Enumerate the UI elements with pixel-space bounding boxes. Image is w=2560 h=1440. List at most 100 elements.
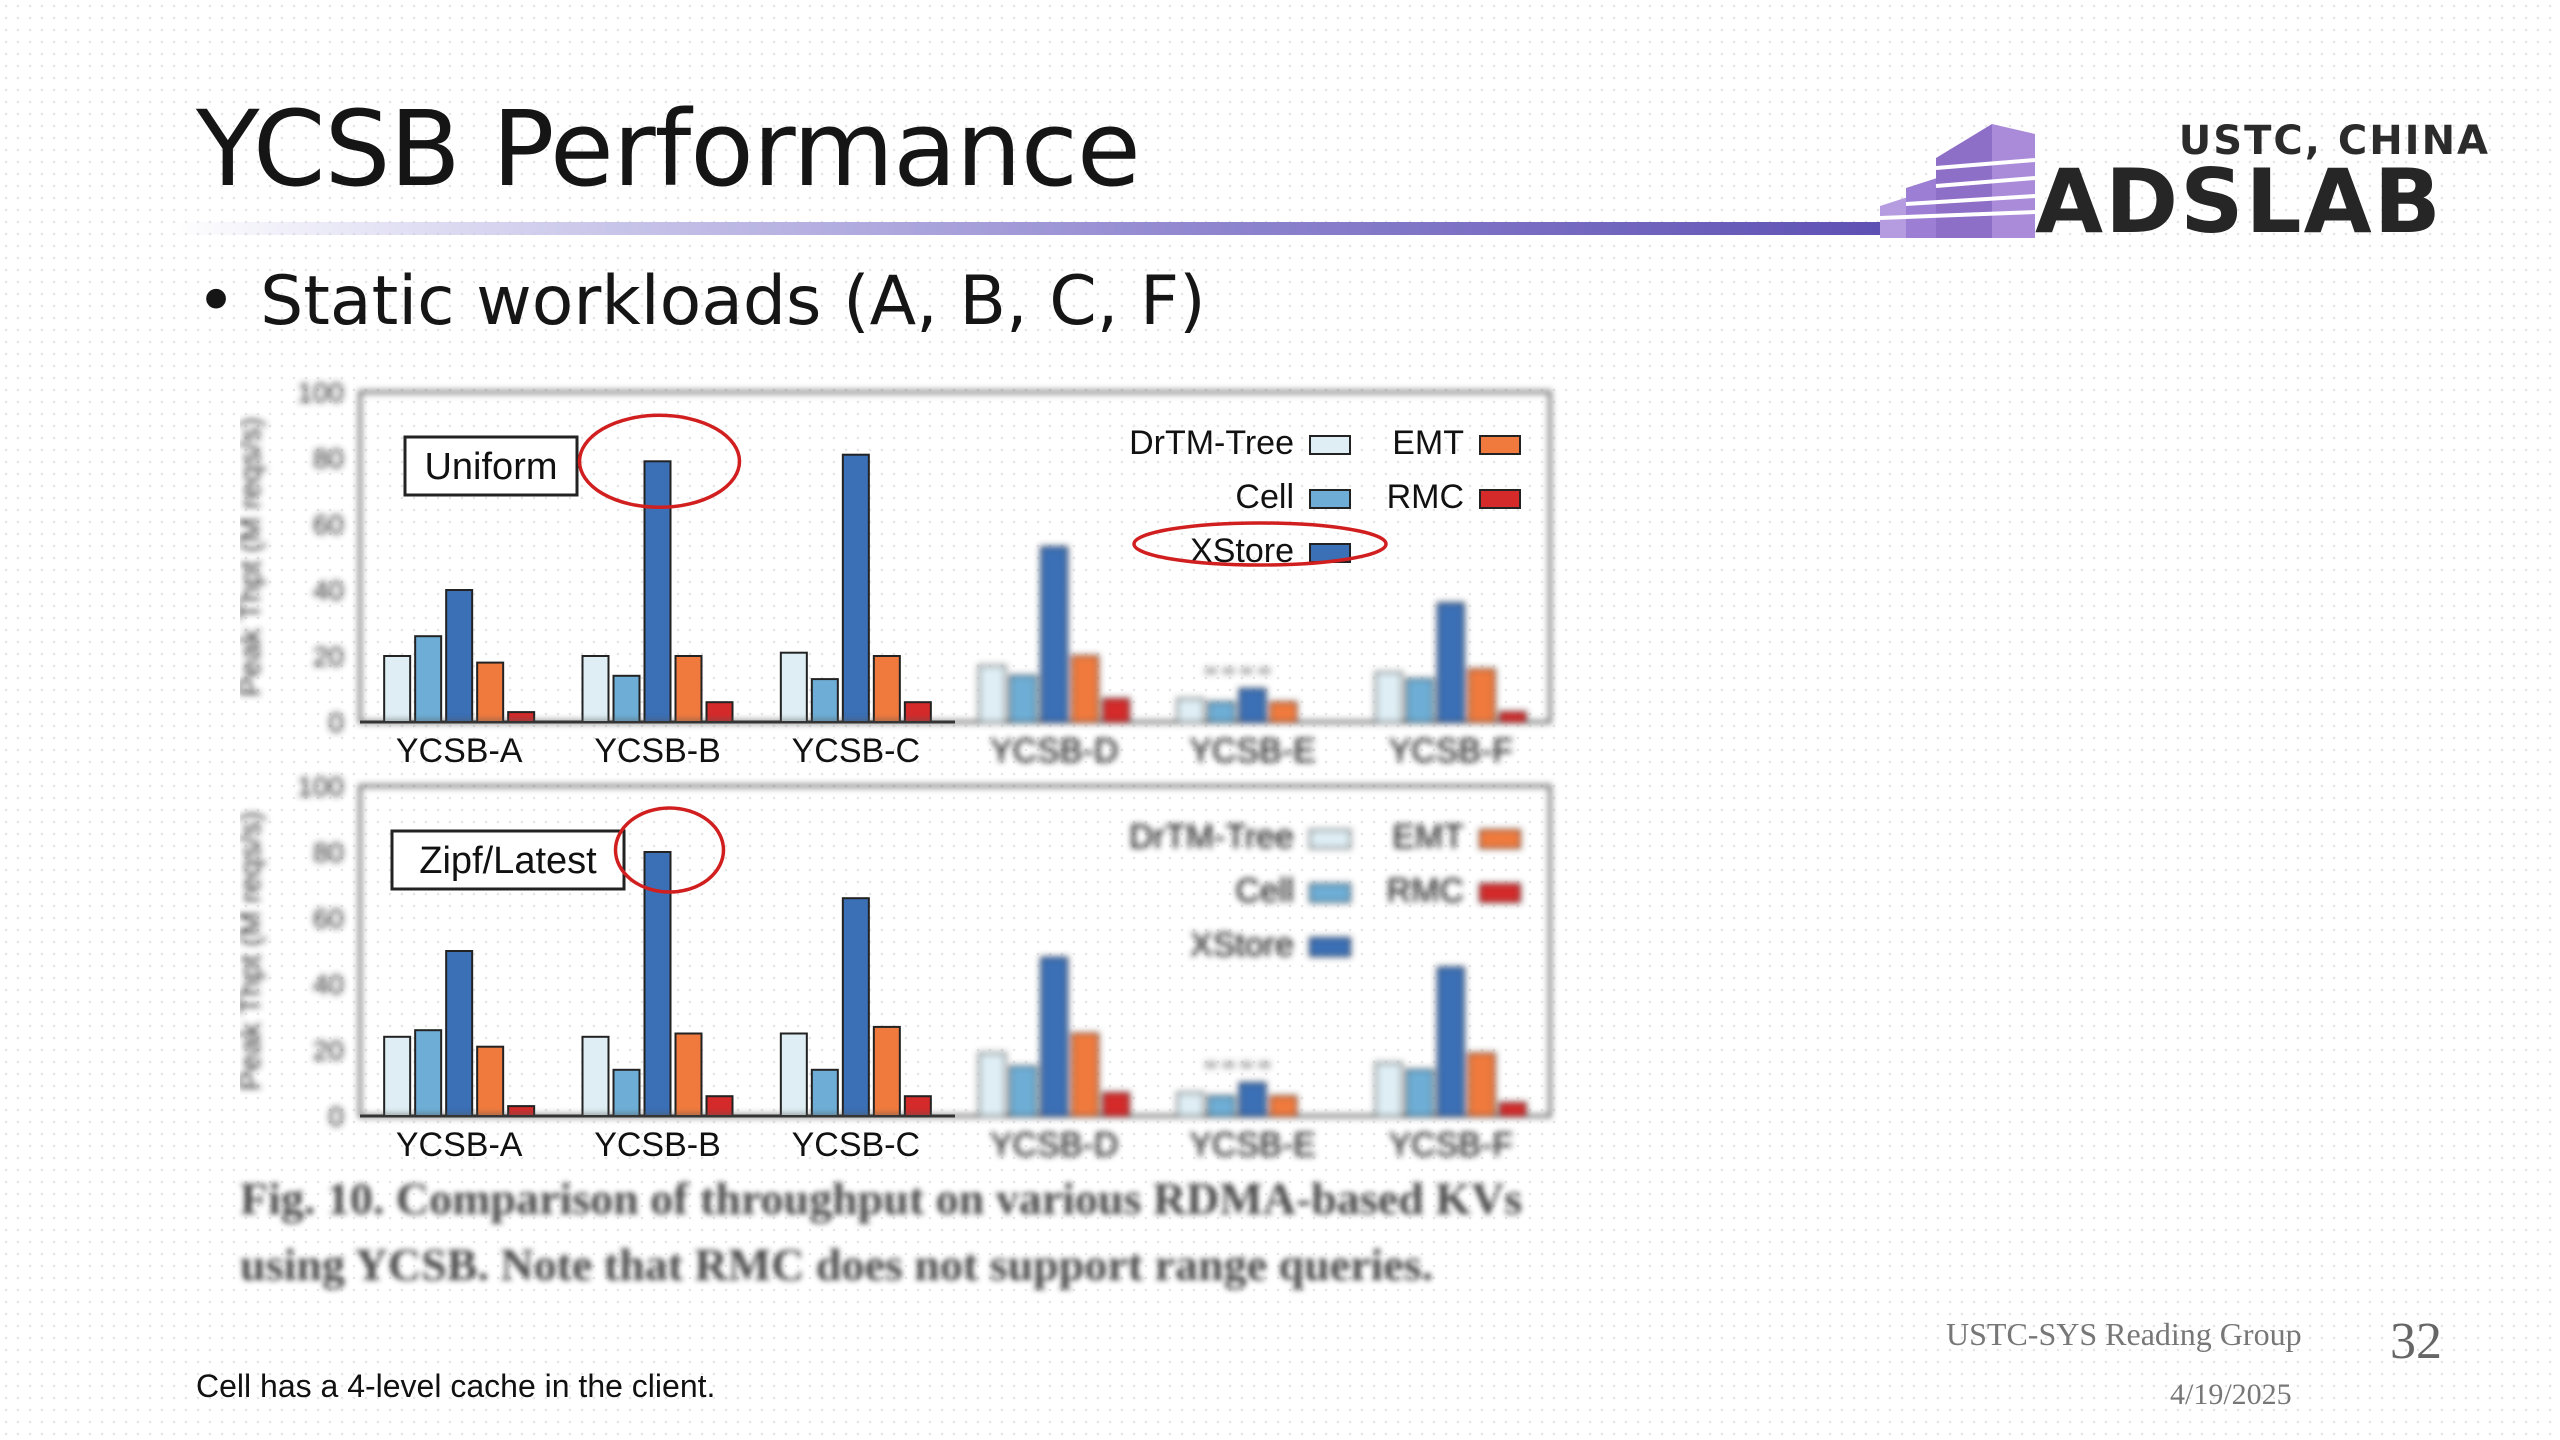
legend-swatch [1309, 435, 1351, 455]
x-tick-label: YCSB-F [1388, 1126, 1513, 1164]
chart-panel-blurred-0: 0 20 40 60 80 100 Peak Thpt (M reqs/s) YCSB-D ∞ … [240, 377, 1552, 770]
legend-swatch [1479, 829, 1521, 849]
y-tick-label: 80 [313, 837, 344, 868]
bar-xstore [841, 897, 870, 1118]
y-tick-label: 0 [328, 1101, 344, 1132]
bar-emt [476, 1045, 505, 1118]
bar-rmc [1102, 697, 1131, 723]
y-axis-label: Peak Thpt (M reqs/s) [240, 811, 267, 1091]
legend-label: EMT [1392, 818, 1464, 856]
legend-label: RMC [1387, 478, 1464, 516]
bar-rmc [903, 1095, 932, 1118]
bar-cell [1207, 1095, 1236, 1118]
bar-xstore [445, 589, 474, 723]
y-tick-label: 20 [313, 1035, 344, 1066]
figure-image: YCSB-A YCSB-B YCSB-C Uniform DrTM-Tree EMT Cel… [240, 372, 1620, 1302]
x-tick-label: YCSB-F [1388, 732, 1513, 770]
bullet-dot: • [196, 262, 237, 341]
bullet-text: Static workloads (A, B, C, F) [260, 262, 1206, 341]
bar-cell [1009, 1065, 1038, 1117]
x-tick-label: YCSB-D [990, 1126, 1118, 1164]
logo-main-text: ADSLAB [2035, 150, 2443, 253]
x-tick-label: YCSB-D [990, 732, 1118, 770]
bar-drtmtree [383, 1035, 412, 1117]
bullet-item: • Static workloads (A, B, C, F) [196, 262, 1206, 341]
bar-emt [1467, 1052, 1496, 1117]
bar-drtmtree [1374, 671, 1403, 723]
title-underline [170, 222, 1890, 235]
x-tick-label: YCSB-A [396, 1126, 523, 1164]
bar-cell [810, 1068, 839, 1117]
page-number: 32 [2390, 1313, 2442, 1370]
legend-highlight-circle [1132, 521, 1388, 567]
bar-drtmtree [1176, 1091, 1205, 1118]
slide-footnote: Cell has a 4-level cache in the client. [196, 1368, 716, 1404]
chart-panel-0: YCSB-A YCSB-B YCSB-C Uniform DrTM-Tree EMT Cel… [360, 413, 1521, 770]
y-tick-label: 60 [313, 509, 344, 540]
bar-emt [674, 1032, 703, 1117]
bar-xstore [1040, 956, 1069, 1117]
bar-cell [414, 635, 443, 724]
legend-label: Cell [1235, 872, 1294, 910]
bar-xstore [445, 950, 474, 1117]
legend-label: DrTM-Tree [1129, 424, 1294, 462]
bar-cell [414, 1029, 443, 1118]
legend-swatch [1479, 489, 1521, 509]
panel-label: Zipf/Latest [419, 840, 597, 882]
x-tick-label: YCSB-B [594, 1126, 721, 1164]
bar-cell [1207, 701, 1236, 724]
x-tick-label: YCSB-C [792, 1126, 920, 1164]
legend-label: RMC [1387, 872, 1464, 910]
x-tick-label: YCSB-C [792, 732, 920, 770]
legend-swatch [1309, 937, 1351, 957]
y-tick-label: 80 [313, 443, 344, 474]
bar-drtmtree [1176, 697, 1205, 723]
bar-drtmtree [978, 1052, 1007, 1117]
figure-caption-line1: Fig. 10. Comparison of throughput on var… [240, 1173, 1523, 1224]
highlight-circle [613, 806, 726, 894]
legend-swatch [1309, 883, 1351, 903]
throughput-chart: YCSB-A YCSB-B YCSB-C Uniform DrTM-Tree EMT Cel… [240, 377, 1552, 1164]
figure-caption-line2: using YCSB. Note that RMC does not suppo… [240, 1239, 1434, 1290]
bar-emt [1269, 701, 1298, 724]
panel-label: Uniform [424, 446, 557, 488]
bar-rmc [705, 1095, 734, 1118]
bar-rmc [1102, 1091, 1131, 1118]
bar-rmc [1498, 1101, 1527, 1117]
legend-label: EMT [1392, 424, 1464, 462]
adslab-logo: USTC, CHINA ADSLAB [1870, 118, 2530, 253]
legend-label: DrTM-Tree [1129, 818, 1294, 856]
bar-xstore [841, 453, 870, 723]
bar-xstore [1238, 688, 1267, 723]
y-tick-label: 100 [297, 771, 344, 802]
bar-drtmtree [1374, 1062, 1403, 1118]
x-tick-label: YCSB-B [594, 732, 721, 770]
bar-rmc [1498, 711, 1527, 724]
y-tick-label: 100 [297, 377, 344, 408]
panel-label-box [403, 435, 579, 497]
plot-frame [358, 784, 1552, 1118]
y-tick-label: 60 [313, 903, 344, 934]
missing-marker: ∞ ∞ ∞ ∞ [1204, 1054, 1270, 1074]
bar-rmc [705, 701, 734, 724]
y-tick-label: 40 [313, 969, 344, 1000]
bar-emt [1467, 668, 1496, 724]
bar-xstore [643, 460, 672, 724]
bar-emt [1071, 1032, 1100, 1117]
legend-label: Cell [1235, 478, 1294, 516]
x-tick-label: YCSB-E [1189, 732, 1316, 770]
bar-emt [476, 661, 505, 724]
plot-frame [358, 390, 1552, 724]
bar-cell [612, 1068, 641, 1117]
bar-drtmtree [581, 655, 610, 723]
panel-label-box [390, 829, 626, 891]
legend-swatch [1479, 883, 1521, 903]
legend-swatch [1479, 435, 1521, 455]
bar-cell [1009, 674, 1038, 723]
footer-date: 4/19/2025 [2170, 1378, 2292, 1411]
legend-swatch [1309, 489, 1351, 509]
building-icon [1879, 124, 2036, 238]
bar-drtmtree [779, 651, 808, 724]
x-tick-label: YCSB-E [1189, 1126, 1316, 1164]
bar-cell [612, 674, 641, 723]
